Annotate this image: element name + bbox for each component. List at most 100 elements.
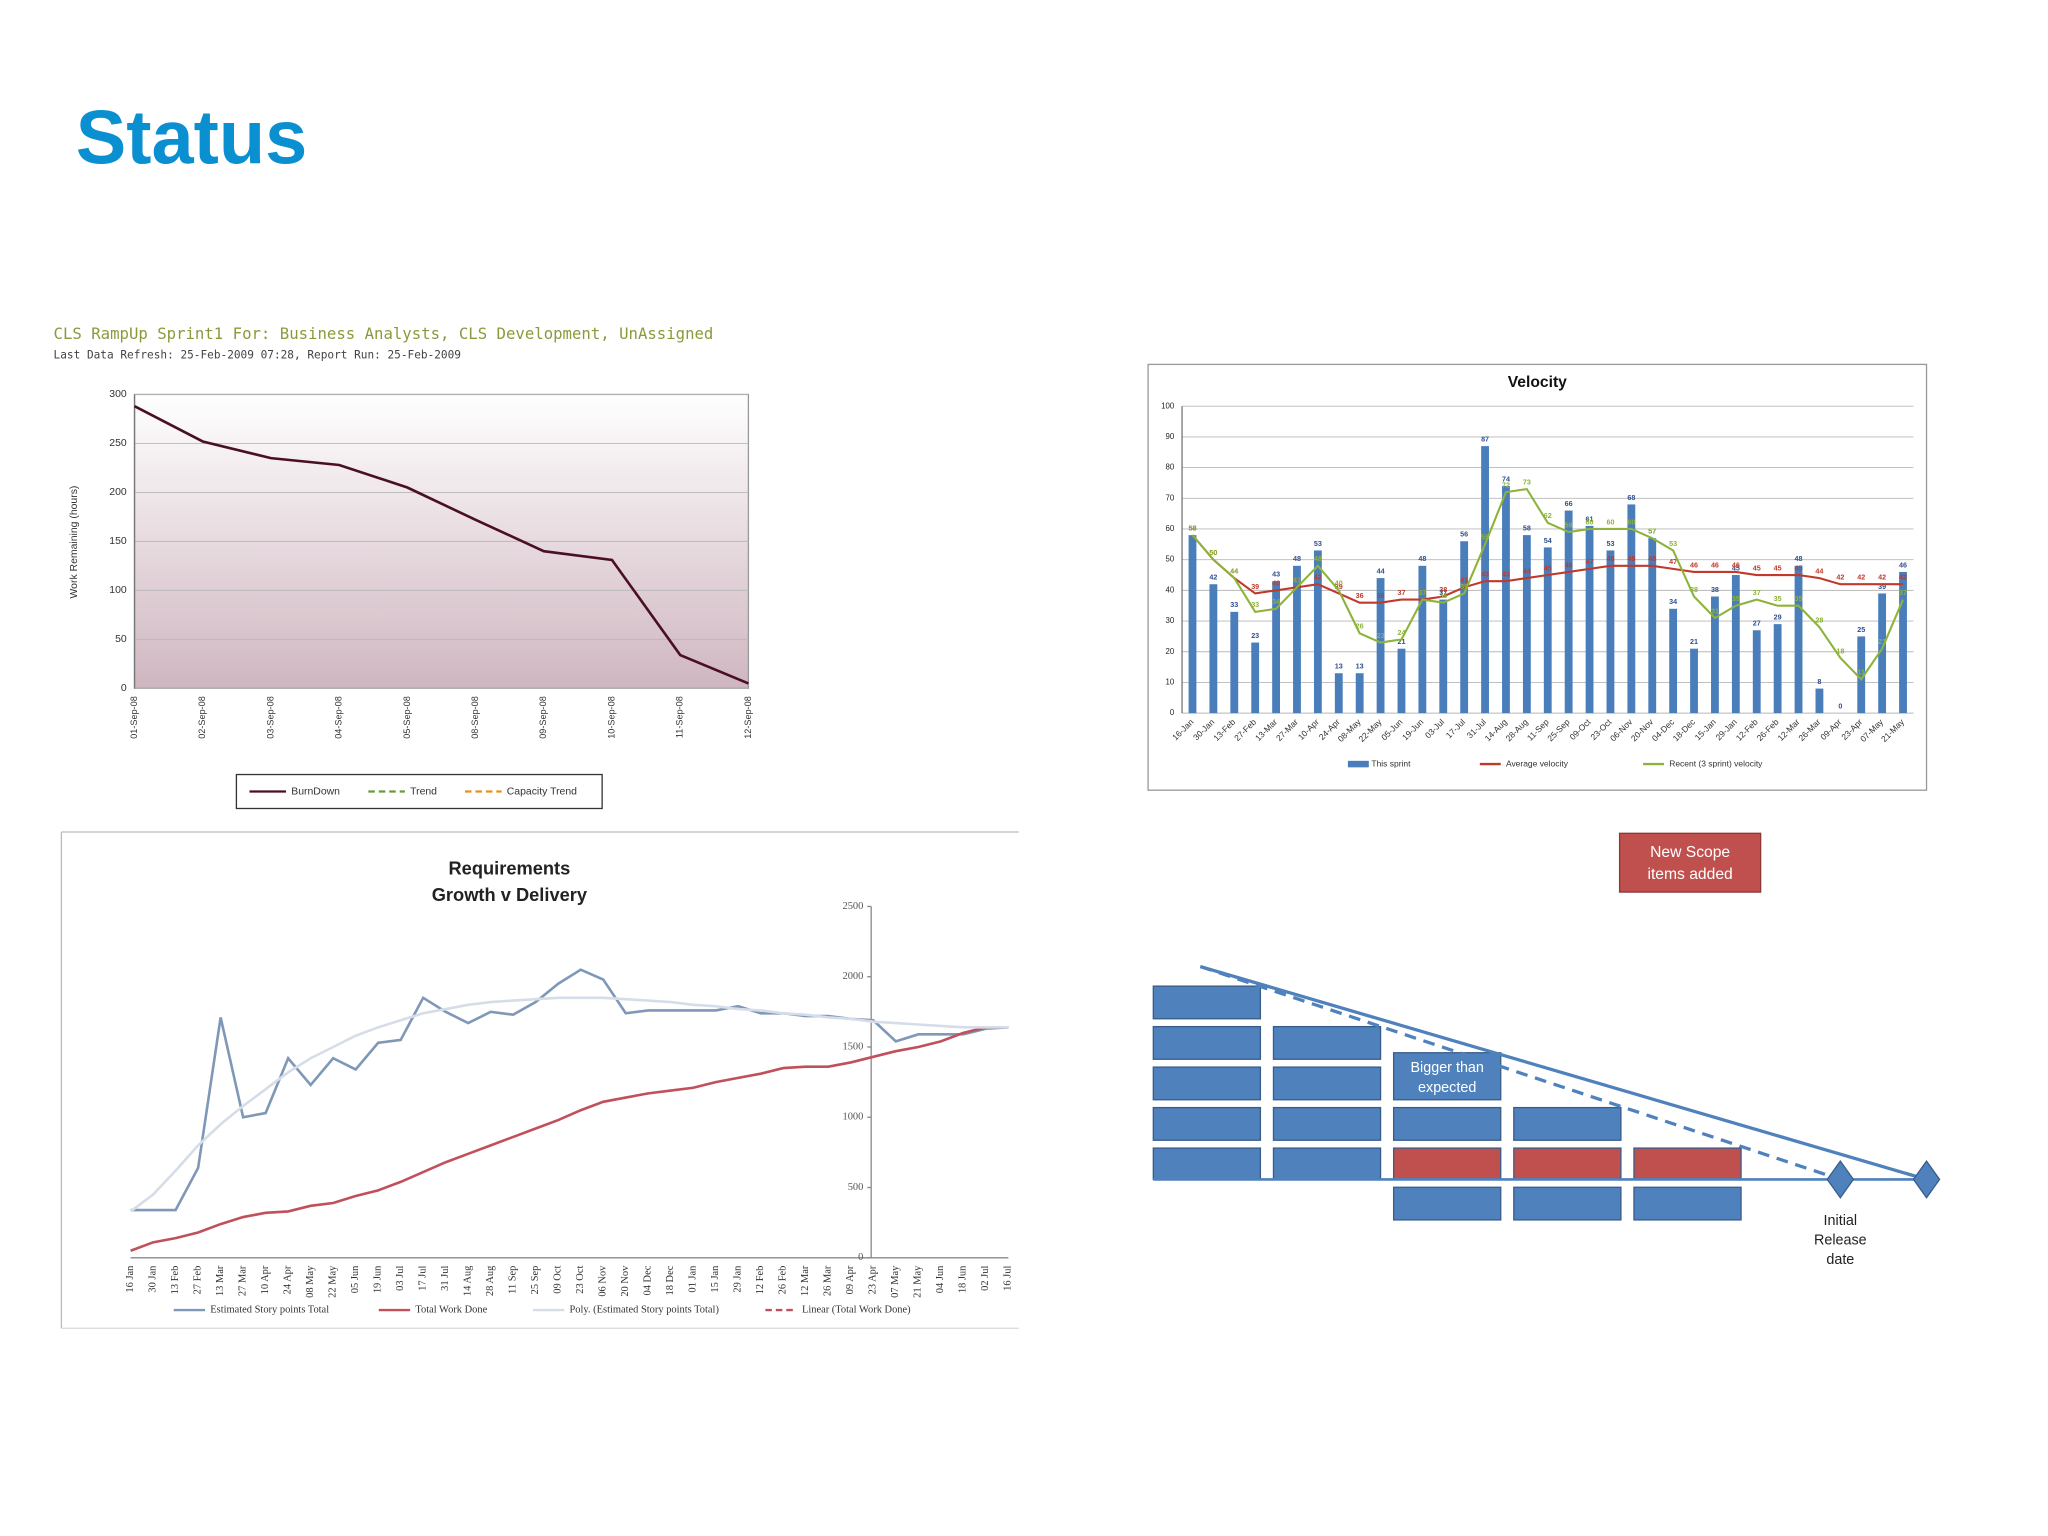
new-scope-box [1633,1147,1742,1181]
data-label: 45 [1732,564,1740,572]
bar [1418,565,1427,714]
x-tick-label: 11-Sep-08 [675,696,685,738]
data-label: 40 [1272,580,1280,588]
data-label: 58 [1188,524,1196,532]
milestone-label: Initial [1824,1213,1858,1229]
x-tick-label: 21 May [913,1265,924,1298]
x-tick-label: 09 Apr [845,1265,856,1294]
data-label: 43 [1502,571,1510,579]
data-label: 37 [1753,589,1761,597]
data-label: 35 [1795,595,1803,603]
y-tick-label: 150 [109,536,127,547]
data-label: 8 [1817,678,1821,686]
x-tick-label: 30 Jan [148,1265,159,1293]
chart-title: Velocity [1508,374,1567,391]
data-label: 48 [1627,555,1635,563]
x-tick-label: 18 Dec [665,1265,676,1295]
data-label: 44 [1230,567,1238,575]
x-tick-label: 15 Jan [710,1265,721,1293]
bar [1690,648,1698,714]
bar [1502,486,1510,714]
scope-box [1272,1025,1382,1060]
data-label: 58 [1523,524,1531,532]
x-tick-label: 13 Mar [215,1265,226,1296]
bar [1293,565,1301,714]
data-label: 36 [1356,592,1364,600]
x-tick-label: 05-Sep-08 [402,696,412,739]
data-label: 45 [1774,564,1782,572]
y-tick-label: 90 [1165,432,1174,441]
data-label: 60 [1586,518,1594,526]
scope-box [1152,1147,1262,1181]
x-tick-label: 08-Sep-08 [470,696,480,739]
data-label: 42 [1314,574,1322,582]
bar [1481,446,1489,714]
data-label: 38 [1711,586,1719,594]
x-tick-label: 12 Feb [755,1266,766,1295]
data-label: 34 [1669,598,1677,606]
x-tick-label: 23 Apr [868,1265,879,1294]
y-tick-label: 1000 [842,1112,863,1123]
planned-burn-line [1199,964,1841,1181]
y-tick-label: 1500 [842,1041,863,1052]
data-label: 42 [1209,574,1217,582]
x-tick-label: 02 Jul [980,1266,991,1291]
data-label: 48 [1795,555,1803,563]
data-label: 42 [1878,574,1886,582]
data-label: 53 [1669,540,1677,548]
data-label: 46 [1732,561,1740,569]
data-label: 27 [1753,620,1761,628]
data-label: 46 [1690,561,1698,569]
legend-label: Poly. (Estimated Story points Total) [569,1304,719,1315]
callout-text: items added [1647,866,1732,883]
scope-box [1152,985,1262,1020]
legend-box [235,773,603,810]
x-tick-label: 11 Sep [508,1266,519,1294]
scope-boxes [1152,985,1742,1221]
data-label: 38 [1439,586,1447,594]
x-tick-label: 27 Mar [238,1265,249,1296]
bar [1752,630,1761,714]
x-tick-label: 31 Jul [440,1266,451,1291]
data-label: 45 [1753,564,1761,572]
data-label: 61 [1586,515,1594,523]
data-label: 24 [1397,629,1405,637]
data-label: 21 [1397,638,1405,646]
data-label: 60 [1627,518,1635,526]
milestone [1912,1160,1941,1199]
y-tick-label: 60 [1165,524,1174,533]
y-tick-label: 0 [1170,708,1175,717]
x-tick-label: 16 Jan [125,1265,136,1293]
bar [1773,624,1782,714]
data-label: 35 [1732,595,1740,603]
x-tick-label: 22 May [328,1265,339,1298]
y-tick-label: 2000 [842,971,863,982]
data-label: 33 [1230,601,1238,609]
data-label: 18 [1836,647,1844,655]
series-line [130,968,1009,1212]
data-label: 25 [1857,626,1865,634]
data-label: 34 [1272,598,1280,606]
data-label: 46 [1899,561,1907,569]
bar [1376,578,1385,714]
data-label: 36 [1439,592,1447,600]
bar [1543,547,1552,714]
x-tick-label: 03 Jul [395,1266,406,1291]
y-tick-label: 0 [858,1252,863,1263]
callout-text: New Scope [1650,844,1730,861]
y-tick-label: 0 [121,683,127,694]
data-label: 46 [1711,561,1719,569]
data-label: 31 [1711,607,1719,615]
data-label: 35 [1774,595,1782,603]
x-tick-label: 20 Nov [620,1265,631,1297]
y-tick-label: 200 [109,487,127,498]
scope-box [1152,1106,1262,1141]
legend-label: Capacity Trend [507,786,577,797]
data-label: 42 [1857,574,1865,582]
legend-label: Average velocity [1506,758,1569,768]
data-label: 44 [1523,567,1531,575]
legend-label: Recent (3 sprint) velocity [1669,758,1763,768]
data-label: 57 [1648,528,1656,536]
bar [1627,504,1636,714]
